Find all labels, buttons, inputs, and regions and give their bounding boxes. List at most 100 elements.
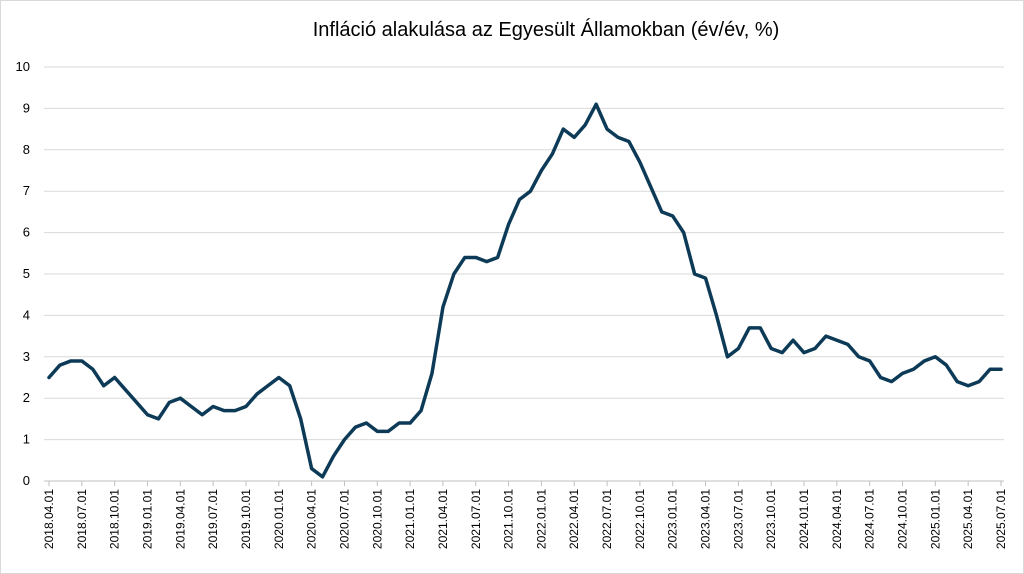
data-point bbox=[190, 405, 193, 408]
x-tick-label: 2020.04.01 bbox=[305, 489, 319, 549]
data-point bbox=[551, 152, 554, 156]
data-point bbox=[573, 136, 576, 139]
data-point bbox=[288, 384, 291, 387]
y-tick-label: 9 bbox=[23, 100, 30, 115]
data-point bbox=[693, 272, 696, 276]
data-point bbox=[102, 384, 105, 387]
data-point bbox=[605, 127, 609, 131]
data-point bbox=[715, 314, 718, 317]
data-point bbox=[583, 123, 587, 127]
x-tick-label: 2025.04.01 bbox=[961, 489, 975, 549]
data-point bbox=[999, 368, 1003, 371]
x-tick-label: 2023.01.01 bbox=[666, 489, 680, 549]
data-point bbox=[945, 363, 948, 367]
x-tick-label: 2021.10.01 bbox=[502, 489, 516, 549]
data-point bbox=[857, 355, 860, 358]
data-point bbox=[452, 272, 456, 276]
data-point bbox=[69, 359, 73, 363]
x-tick-label: 2023.04.01 bbox=[699, 489, 713, 549]
data-point bbox=[365, 421, 368, 425]
data-point bbox=[474, 256, 477, 259]
data-point bbox=[868, 359, 871, 363]
y-tick-label: 1 bbox=[23, 432, 30, 447]
data-point bbox=[157, 417, 160, 421]
data-point bbox=[485, 260, 488, 263]
y-tick-label: 5 bbox=[23, 266, 30, 281]
data-point bbox=[934, 355, 937, 358]
data-point bbox=[901, 372, 904, 375]
data-point bbox=[627, 140, 631, 143]
data-point bbox=[704, 276, 707, 280]
data-point bbox=[266, 384, 270, 387]
data-point bbox=[91, 368, 94, 371]
data-point bbox=[748, 326, 751, 330]
data-point bbox=[233, 409, 237, 412]
data-point bbox=[649, 185, 653, 189]
x-tick-label: 2024.10.01 bbox=[896, 489, 910, 549]
data-point bbox=[80, 359, 84, 363]
data-point bbox=[977, 380, 981, 383]
x-tick-label: 2019.10.01 bbox=[239, 489, 253, 549]
y-tick-label: 3 bbox=[23, 349, 30, 364]
gridlines bbox=[44, 66, 1004, 482]
x-tick-label: 2019.07.01 bbox=[206, 489, 220, 549]
data-point bbox=[135, 401, 138, 404]
data-point bbox=[956, 380, 959, 383]
data-point bbox=[540, 169, 543, 172]
data-point bbox=[791, 339, 795, 342]
data-point bbox=[408, 421, 412, 425]
data-point bbox=[376, 430, 379, 433]
data-point bbox=[616, 136, 620, 139]
data-point bbox=[759, 326, 762, 330]
data-point bbox=[835, 339, 839, 342]
data-point bbox=[211, 405, 215, 408]
data-point bbox=[200, 413, 204, 416]
data-point bbox=[179, 397, 182, 400]
data-point bbox=[463, 256, 467, 259]
x-tick-label: 2024.04.01 bbox=[830, 489, 844, 549]
data-point bbox=[846, 343, 850, 346]
data-point bbox=[496, 256, 499, 259]
data-point bbox=[310, 467, 313, 470]
y-tick-label: 4 bbox=[23, 307, 30, 322]
data-point bbox=[562, 127, 565, 131]
data-point bbox=[299, 417, 302, 421]
data-point bbox=[343, 438, 346, 441]
x-tick-label: 2022.10.01 bbox=[633, 489, 647, 549]
data-point bbox=[47, 376, 51, 379]
data-point bbox=[682, 231, 685, 234]
y-tick-label: 8 bbox=[23, 142, 30, 157]
x-tick-label: 2018.07.01 bbox=[75, 489, 89, 549]
x-tick-label: 2018.10.01 bbox=[108, 489, 122, 549]
data-point bbox=[890, 380, 893, 383]
data-point bbox=[594, 103, 598, 106]
data-point bbox=[671, 214, 674, 218]
x-tick-label: 2018.04.01 bbox=[42, 489, 56, 549]
data-point bbox=[244, 405, 248, 408]
data-point bbox=[321, 475, 324, 479]
chart-title: Infláció alakulása az Egyesült Államokba… bbox=[312, 19, 780, 41]
y-tick-label: 10 bbox=[16, 59, 30, 74]
data-point bbox=[222, 409, 226, 412]
data-point bbox=[660, 210, 663, 214]
data-point bbox=[988, 368, 992, 371]
data-point bbox=[146, 413, 149, 416]
x-axis-ticks: 2018.04.01 2018.07.01 2018.10.01 2019.01.01… bbox=[42, 481, 1008, 549]
x-tick-label: 2022.07.01 bbox=[600, 489, 614, 549]
y-tick-label: 6 bbox=[23, 225, 30, 240]
data-point bbox=[802, 351, 806, 354]
data-point bbox=[923, 359, 926, 363]
x-tick-label: 2020.10.01 bbox=[370, 489, 384, 549]
data-point bbox=[966, 384, 970, 387]
data-point bbox=[770, 347, 773, 350]
data-point bbox=[737, 347, 740, 350]
data-point bbox=[726, 355, 729, 358]
data-point bbox=[332, 454, 335, 458]
data-point bbox=[419, 409, 423, 412]
data-point bbox=[813, 347, 817, 350]
x-tick-label: 2023.10.01 bbox=[764, 489, 778, 549]
inflation-series-line bbox=[47, 102, 1003, 479]
x-tick-label: 2019.04.01 bbox=[173, 489, 187, 549]
x-tick-label: 2024.01.01 bbox=[797, 489, 811, 549]
